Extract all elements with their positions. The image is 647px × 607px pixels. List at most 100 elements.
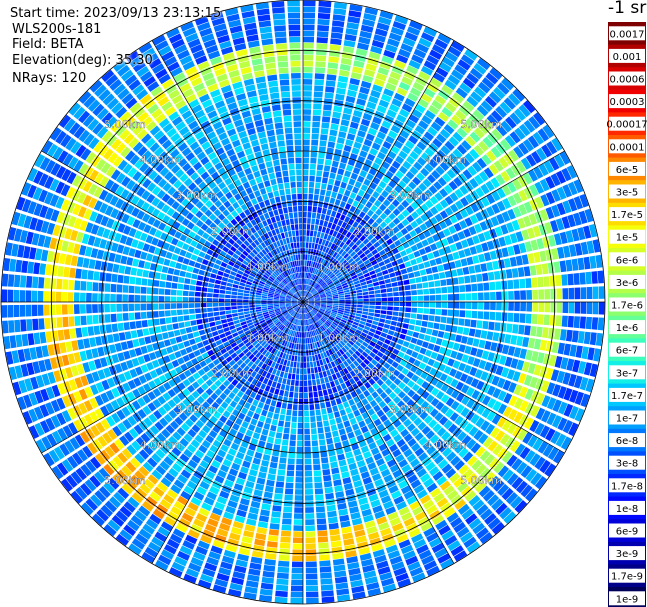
gate-cell xyxy=(369,305,375,309)
gate-cell xyxy=(345,28,358,36)
gate-cell xyxy=(421,254,429,262)
gate-cell xyxy=(167,331,175,338)
gate-cell xyxy=(172,385,181,394)
gate-cell xyxy=(263,403,270,411)
gate-cell xyxy=(528,337,536,349)
gate-cell xyxy=(368,378,376,386)
gate-cell xyxy=(552,399,562,413)
gate-cell xyxy=(282,319,287,325)
gate-cell xyxy=(495,281,502,290)
gate-cell xyxy=(316,49,327,56)
gate-cell xyxy=(324,330,330,336)
gate-cell xyxy=(556,186,567,200)
gate-cell xyxy=(431,99,443,110)
gate-cell xyxy=(102,251,110,261)
gate-cell xyxy=(227,367,235,375)
gate-cell xyxy=(377,194,386,203)
gate-cell xyxy=(291,416,297,423)
gate-cell xyxy=(268,467,277,475)
gate-cell xyxy=(571,330,579,343)
gate-cell xyxy=(44,277,51,289)
gate-cell xyxy=(304,284,306,290)
gate-cell xyxy=(522,215,532,227)
gate-cell xyxy=(362,18,375,27)
gate-cell xyxy=(265,336,271,342)
gate-cell xyxy=(431,266,439,273)
gate-cell xyxy=(434,315,441,323)
gate-cell xyxy=(432,514,445,526)
gate-cell xyxy=(503,97,516,110)
gate-cell xyxy=(514,443,526,456)
gate-cell xyxy=(303,145,310,152)
gate-cell xyxy=(389,555,403,565)
gate-cell xyxy=(343,272,350,278)
gate-cell xyxy=(187,404,197,413)
gate-cell xyxy=(310,157,317,164)
gate-cell xyxy=(323,351,328,358)
gate-cell xyxy=(142,243,151,252)
gate-cell xyxy=(348,282,354,287)
gate-cell xyxy=(347,197,354,205)
gate-cell xyxy=(78,416,89,429)
gate-cell xyxy=(305,313,308,320)
gate-cell xyxy=(363,230,371,238)
gate-cell xyxy=(309,302,315,304)
gate-cell xyxy=(79,431,91,444)
gate-cell xyxy=(386,194,395,203)
gate-cell xyxy=(502,379,512,391)
gate-cell xyxy=(318,146,326,153)
gate-cell xyxy=(182,388,191,397)
gate-cell xyxy=(250,312,257,316)
gate-cell xyxy=(238,342,245,348)
gate-cell xyxy=(280,530,291,537)
gate-cell xyxy=(476,504,489,516)
gate-cell xyxy=(15,259,23,273)
gate-cell xyxy=(249,562,262,570)
gate-cell xyxy=(308,299,315,301)
gate-cell xyxy=(94,213,104,225)
gate-cell xyxy=(360,80,372,89)
gate-cell xyxy=(248,383,255,391)
gate-cell xyxy=(373,241,381,248)
gate-cell xyxy=(309,398,314,404)
gate-cell xyxy=(348,316,355,321)
gate-cell xyxy=(211,330,219,337)
gate-cell xyxy=(181,264,188,271)
gate-cell xyxy=(423,295,430,301)
gate-cell xyxy=(314,305,320,308)
gate-cell xyxy=(495,502,508,515)
gate-cell xyxy=(393,419,402,428)
gate-cell xyxy=(330,32,343,40)
gate-cell xyxy=(503,258,511,268)
gate-cell xyxy=(545,367,554,380)
gate-cell xyxy=(303,284,305,290)
gate-cell xyxy=(309,311,314,317)
gate-cell xyxy=(534,181,545,194)
gate-cell xyxy=(435,390,445,400)
gate-cell xyxy=(444,270,452,278)
gate-cell xyxy=(197,405,206,414)
gate-cell xyxy=(427,321,434,329)
gate-cell xyxy=(515,160,527,173)
gate-cell xyxy=(41,249,49,262)
gate-cell xyxy=(51,465,64,480)
gate-cell xyxy=(310,367,315,374)
gate-cell xyxy=(469,67,483,80)
gate-cell xyxy=(470,413,480,425)
gate-cell xyxy=(288,452,296,459)
gate-cell xyxy=(533,166,544,179)
gate-cell xyxy=(279,305,286,307)
gate-cell xyxy=(416,339,424,346)
gate-cell xyxy=(50,399,61,413)
gate-cell xyxy=(354,332,361,338)
gate-cell xyxy=(273,375,279,382)
gate-cell xyxy=(326,308,332,311)
gate-cell xyxy=(441,302,448,308)
gate-cell xyxy=(325,289,331,294)
gate-cell xyxy=(319,279,324,285)
gate-cell xyxy=(229,428,238,437)
gate-cell xyxy=(445,397,455,407)
gate-cell xyxy=(224,396,232,405)
gate-cell xyxy=(552,450,565,464)
gate-cell xyxy=(429,216,438,226)
